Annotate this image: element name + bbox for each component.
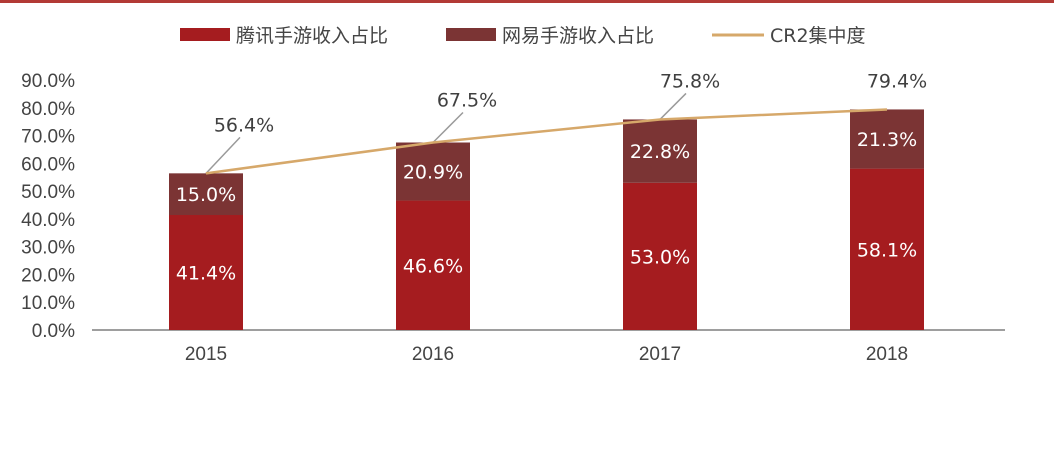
legend-label-netease: 网易手游收入占比 [502, 25, 654, 47]
bar-netease-2018 [850, 109, 924, 169]
y-tick-label: 60.0% [21, 154, 75, 175]
y-tick-label: 90.0% [21, 71, 75, 92]
y-tick-label: 30.0% [21, 238, 75, 259]
data-label-netease: 22.8% [630, 141, 690, 163]
data-label-cr2: 56.4% [214, 114, 274, 136]
y-tick-label: 10.0% [21, 293, 75, 314]
y-axis-ticks: 0.0% 10.0% 20.0% 30.0% 40.0% 50.0% 60.0% 70.0% 8… [21, 71, 75, 342]
bar-netease-2016 [396, 142, 470, 201]
data-label-cr2: 75.8% [660, 70, 720, 92]
data-label-netease: 20.9% [403, 162, 463, 184]
data-label-netease: 15.0% [176, 184, 236, 206]
callout-lines [205, 92, 687, 174]
y-tick-label: 0.0% [32, 321, 75, 342]
legend-label-cr2: CR2集中度 [770, 25, 866, 47]
data-label-cr2: 79.4% [867, 70, 927, 92]
data-label-tencent: 53.0% [630, 246, 690, 268]
bar-tencent-2015 [169, 215, 243, 330]
bar-tencent-2016 [396, 200, 470, 330]
data-label-tencent: 58.1% [857, 239, 917, 261]
y-tick-label: 70.0% [21, 127, 75, 148]
x-axis-category-label: 2016 [412, 344, 454, 365]
data-labels: 41.4% 15.0% 56.4% 46.6% 20.9% 67.5% 53.0% 22.8%… [176, 70, 927, 284]
y-tick-label: 20.0% [21, 265, 75, 286]
cr2-line [205, 108, 888, 175]
bar-tencent-2018 [850, 168, 924, 330]
x-axis-category-label: 2018 [866, 344, 908, 365]
x-axis-category-label: 2015 [185, 344, 227, 365]
legend-swatch-netease [446, 28, 496, 41]
bar-netease-2015 [169, 173, 243, 215]
x-axis-categories: 2015 2016 2017 2018 [185, 344, 908, 365]
bar-tencent-2017 [623, 182, 697, 330]
y-tick-label: 40.0% [21, 210, 75, 231]
callout-line-2017 [659, 92, 687, 120]
legend-swatch-tencent [180, 28, 230, 41]
callout-line-2015 [205, 136, 241, 174]
header-rule [0, 0, 1054, 3]
y-tick-label: 80.0% [21, 99, 75, 120]
data-label-tencent: 41.4% [176, 263, 236, 285]
bars [169, 109, 924, 330]
data-label-cr2: 67.5% [437, 90, 497, 112]
data-label-netease: 21.3% [857, 129, 917, 151]
legend-label-tencent: 腾讯手游收入占比 [236, 25, 388, 47]
callout-line-2016 [432, 111, 464, 144]
legend: 腾讯手游收入占比 网易手游收入占比 CR2集中度 [180, 25, 866, 47]
x-axis-category-label: 2017 [639, 344, 681, 365]
y-tick-label: 50.0% [21, 182, 75, 203]
data-label-tencent: 46.6% [403, 255, 463, 277]
bar-netease-2017 [623, 119, 697, 183]
